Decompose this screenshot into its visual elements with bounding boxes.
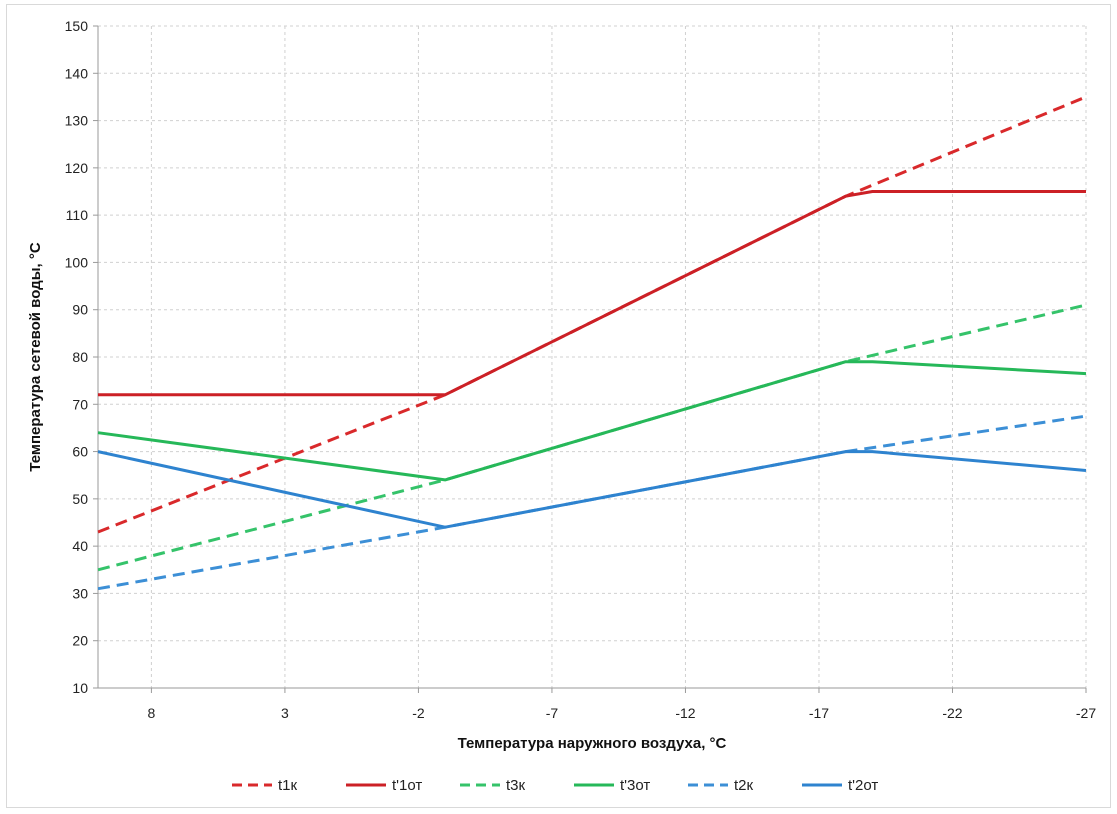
legend-label-2: t3к xyxy=(506,777,526,794)
y-tick-label: 130 xyxy=(65,113,89,129)
y-tick-label: 90 xyxy=(72,302,88,318)
y-tick-label: 110 xyxy=(66,207,89,223)
grid-lines xyxy=(98,25,1087,688)
series-line-4 xyxy=(97,414,1087,591)
y-axis-title: Температура сетевой воды, °C xyxy=(27,242,44,472)
y-tick-label: 100 xyxy=(65,254,89,270)
y-tick-label: 40 xyxy=(72,538,88,554)
series-line-3 xyxy=(97,360,1087,482)
plot-border xyxy=(93,25,1087,693)
y-tick-label: 70 xyxy=(72,396,88,412)
y-tick-label: 140 xyxy=(65,65,89,81)
legend-label-3: t'3от xyxy=(620,777,650,794)
x-tick-label: -27 xyxy=(1076,705,1096,721)
series-line-5 xyxy=(97,450,1087,529)
x-tick-label: 3 xyxy=(281,705,289,721)
legend: t1к t'1от t3к t'3от t2к t'2от xyxy=(232,777,878,794)
y-axis-ticks: 10 20 30 40 50 60 70 80 90 100 110 120 130 140 150 xyxy=(65,18,89,696)
x-tick-label: -7 xyxy=(546,705,559,721)
series-line-1 xyxy=(98,190,1086,397)
x-axis-title: Температура наружного воздуха, °C xyxy=(458,735,727,752)
y-tick-label: 120 xyxy=(65,160,89,176)
series-lines xyxy=(97,95,1087,591)
x-tick-label: -2 xyxy=(412,705,425,721)
legend-label-4: t2к xyxy=(734,777,754,794)
y-tick-label: 60 xyxy=(72,444,88,460)
legend-label-1: t'1от xyxy=(392,777,422,794)
x-axis-ticks: 8 3 -2 -7 -12 -17 -22 -27 xyxy=(148,705,1097,721)
chart-frame xyxy=(6,4,1111,808)
y-tick-label: 150 xyxy=(65,18,89,34)
legend-label-0: t1к xyxy=(278,777,298,794)
series-line-0 xyxy=(97,95,1087,534)
x-tick-label: 8 xyxy=(148,705,156,721)
legend-label-5: t'2от xyxy=(848,777,878,794)
x-tick-label: -12 xyxy=(675,705,695,721)
y-tick-label: 50 xyxy=(72,491,88,507)
y-tick-label: 10 xyxy=(72,680,88,696)
x-tick-label: -17 xyxy=(809,705,829,721)
y-tick-label: 20 xyxy=(72,633,88,649)
series-line-2 xyxy=(97,303,1087,572)
y-tick-label: 80 xyxy=(72,349,88,365)
x-tick-label: -22 xyxy=(942,705,962,721)
y-tick-label: 30 xyxy=(72,585,88,601)
